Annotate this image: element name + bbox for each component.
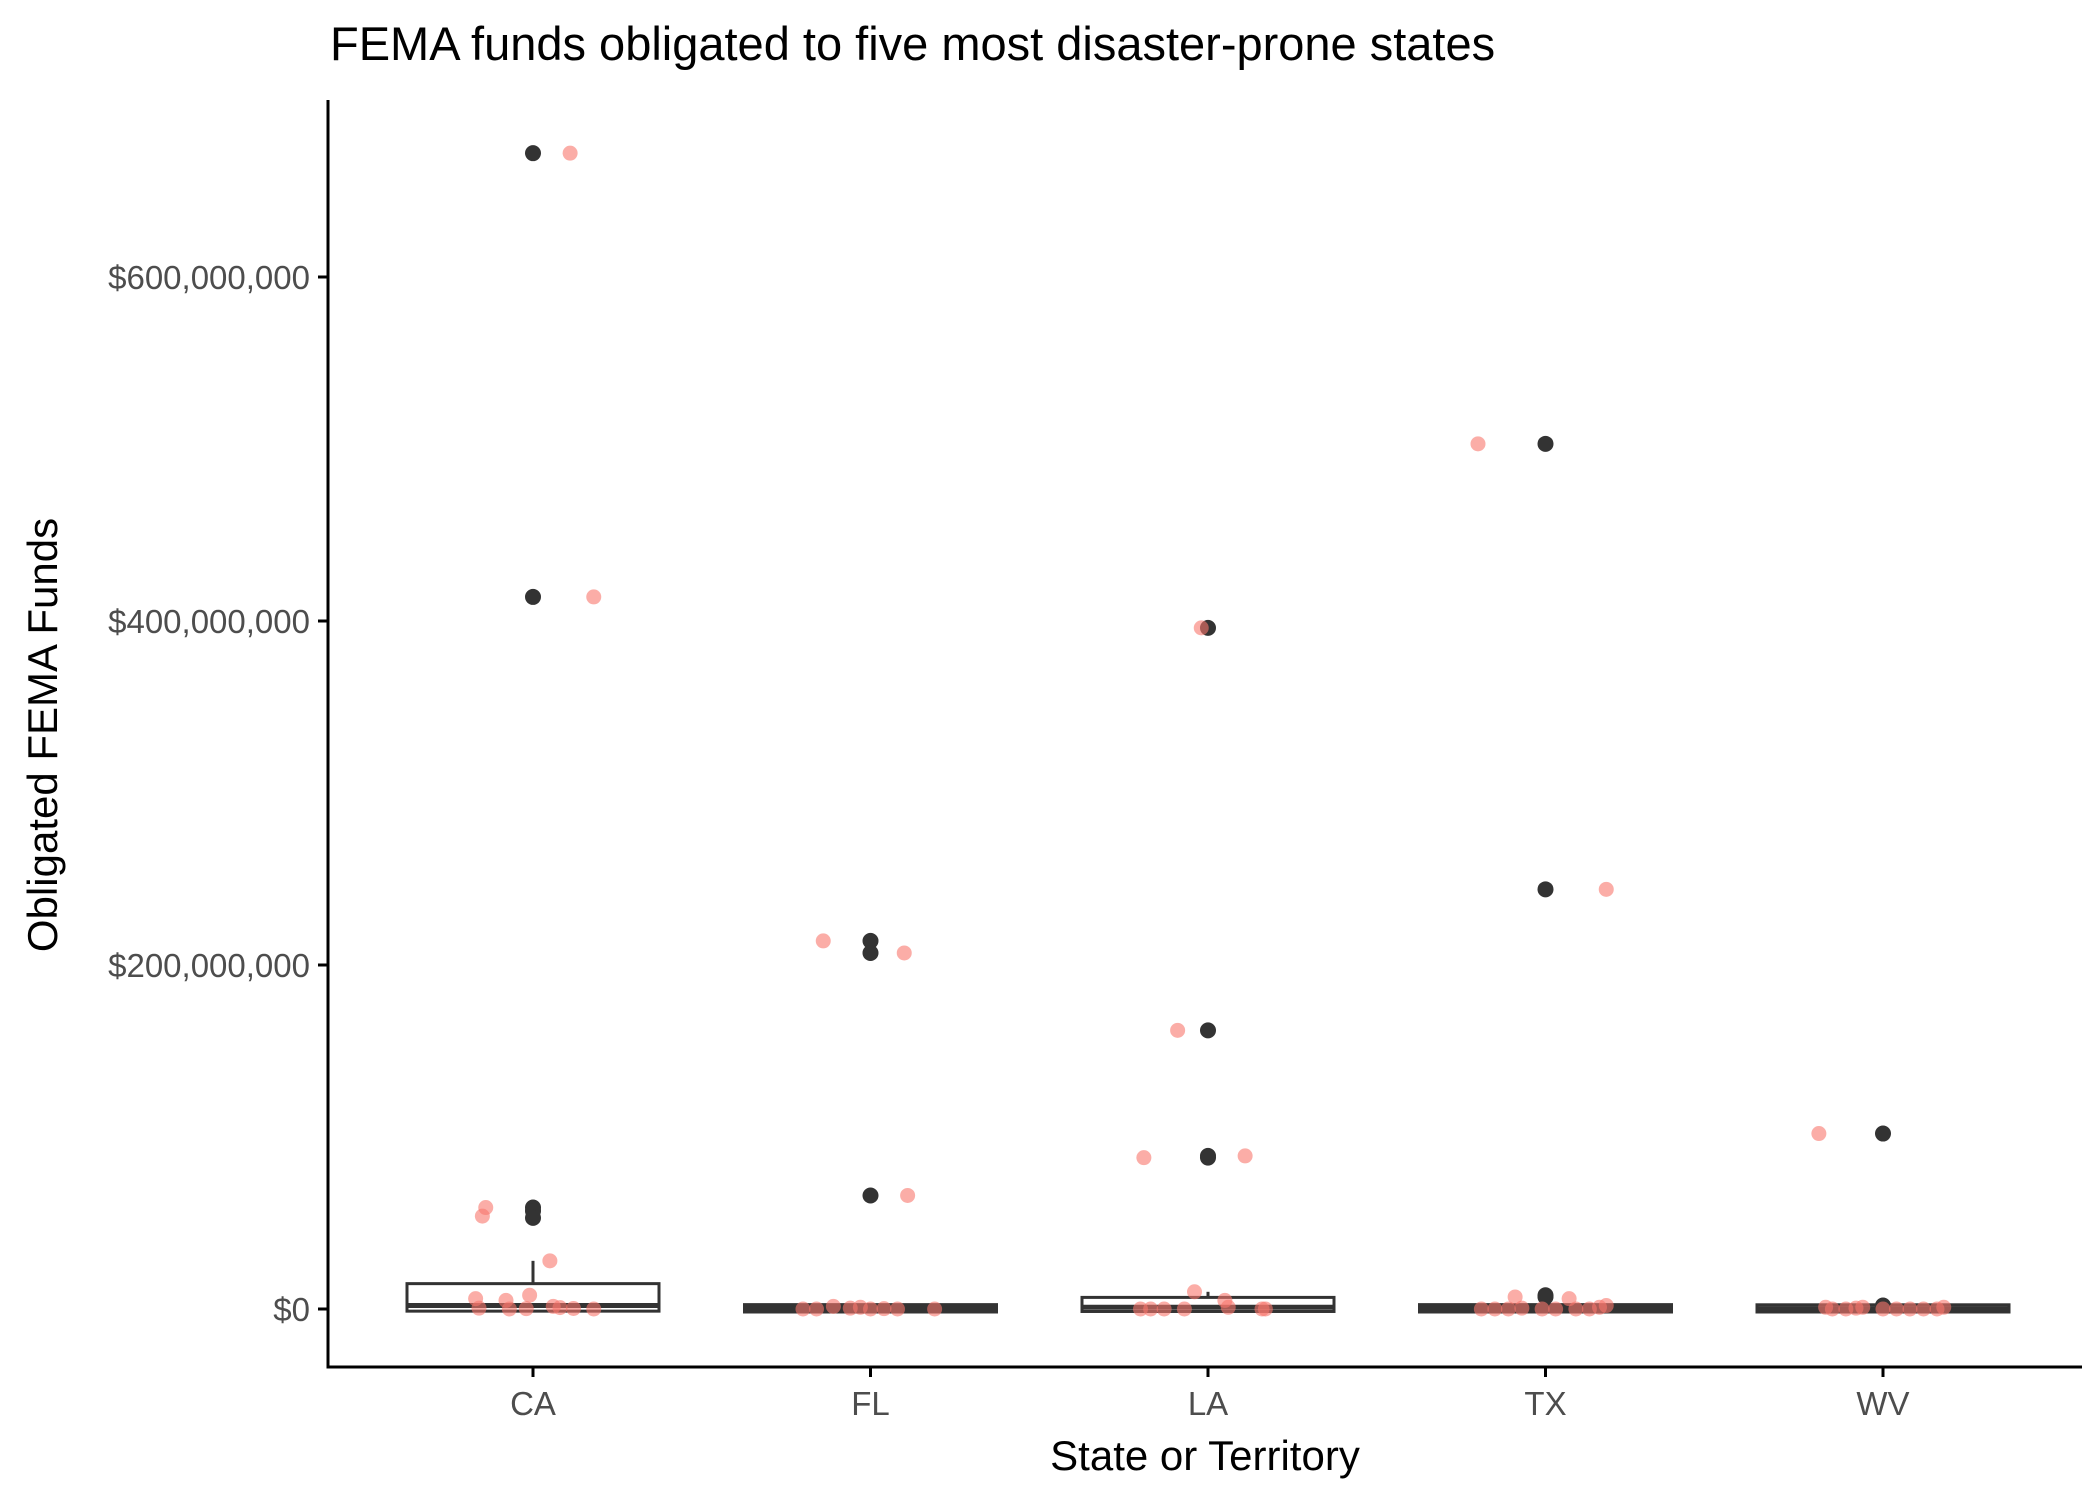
- jitter-point: [1176, 1301, 1192, 1317]
- jitter-point: [1548, 1301, 1564, 1317]
- jitter-point: [1916, 1301, 1931, 1317]
- jitter-point: [471, 1300, 487, 1316]
- y-tick-label: $600,000,000: [108, 259, 310, 296]
- jitter-point: [1534, 1301, 1550, 1317]
- jitter-point: [1257, 1301, 1273, 1317]
- jitter-point: [1811, 1126, 1827, 1142]
- jitter-point: [1170, 1022, 1186, 1038]
- jitter-point: [1470, 436, 1486, 452]
- y-tick-label: $200,000,000: [108, 947, 310, 984]
- chart-title: FEMA funds obligated to five most disast…: [330, 17, 1495, 70]
- jitter-point: [1598, 881, 1614, 897]
- jitter-point: [876, 1301, 892, 1317]
- jitter-point: [1193, 620, 1209, 636]
- outlier-point: [1200, 1022, 1216, 1039]
- jitter-layer: [468, 145, 1952, 1317]
- jitter-point: [815, 933, 831, 949]
- y-tick-label: $400,000,000: [108, 603, 310, 640]
- jitter-point: [1902, 1301, 1918, 1317]
- jitter-point: [809, 1301, 824, 1317]
- jitter-point: [586, 589, 602, 605]
- axes: $0 $200,000,000 $400,000,000 $600,000,000 CA…: [108, 100, 2082, 1422]
- jitter-point: [795, 1301, 811, 1317]
- jitter-point: [566, 1300, 581, 1316]
- jitter-point: [896, 945, 912, 961]
- jitter-point: [501, 1301, 517, 1317]
- x-tick-label: TX: [1524, 1385, 1566, 1422]
- outlier-point: [1537, 1288, 1554, 1305]
- jitter-point: [518, 1301, 534, 1317]
- jitter-point: [1936, 1299, 1952, 1315]
- x-tick-label: WV: [1856, 1385, 1909, 1422]
- outlier-point: [1200, 1149, 1216, 1166]
- jitter-point: [900, 1187, 916, 1203]
- outlier-point: [862, 1187, 879, 1204]
- outlier-point: [525, 145, 541, 162]
- jitter-point: [552, 1300, 568, 1316]
- jitter-point: [890, 1301, 905, 1317]
- jitter-point: [927, 1301, 943, 1317]
- outlier-point: [1875, 1125, 1891, 1142]
- outlier-point: [525, 1209, 541, 1226]
- jitter-point: [1237, 1148, 1253, 1164]
- jitter-point: [1143, 1301, 1159, 1317]
- jitter-point: [1136, 1150, 1152, 1166]
- jitter-point: [522, 1287, 538, 1303]
- outlier-point: [862, 944, 879, 961]
- jitter-point: [1514, 1300, 1530, 1316]
- jitter-point: [1487, 1301, 1503, 1317]
- x-tick-label: LA: [1188, 1385, 1228, 1422]
- jitter-point: [825, 1298, 841, 1314]
- jitter-point: [1875, 1301, 1891, 1317]
- jitter-point: [586, 1301, 602, 1317]
- jitter-point: [474, 1208, 490, 1224]
- jitter-point: [1568, 1301, 1584, 1317]
- jitter-point: [542, 1253, 558, 1269]
- jitter-point: [1187, 1284, 1202, 1300]
- jitter-point: [1598, 1298, 1614, 1314]
- x-axis-title: State or Territory: [1050, 1432, 1360, 1479]
- jitter-point: [1220, 1299, 1236, 1315]
- jitter-point: [1824, 1301, 1840, 1317]
- outlier-point: [862, 932, 879, 949]
- y-axis-title: Obligated FEMA Funds: [19, 518, 66, 952]
- jitter-point: [1889, 1301, 1904, 1317]
- outlier-point: [1537, 881, 1554, 898]
- outlier-point: [1537, 435, 1554, 452]
- jitter-point: [1855, 1299, 1871, 1315]
- x-tick-label: CA: [510, 1385, 556, 1422]
- jitter-point: [562, 145, 578, 161]
- jitter-point: [1156, 1301, 1172, 1317]
- x-tick-label: FL: [851, 1385, 890, 1422]
- jitter-point: [1500, 1301, 1516, 1317]
- outlier-point: [525, 588, 541, 605]
- y-tick-label: $0: [273, 1291, 310, 1328]
- jitter-point: [863, 1301, 878, 1317]
- jitter-point: [1473, 1301, 1489, 1317]
- jitter-point: [1507, 1289, 1523, 1305]
